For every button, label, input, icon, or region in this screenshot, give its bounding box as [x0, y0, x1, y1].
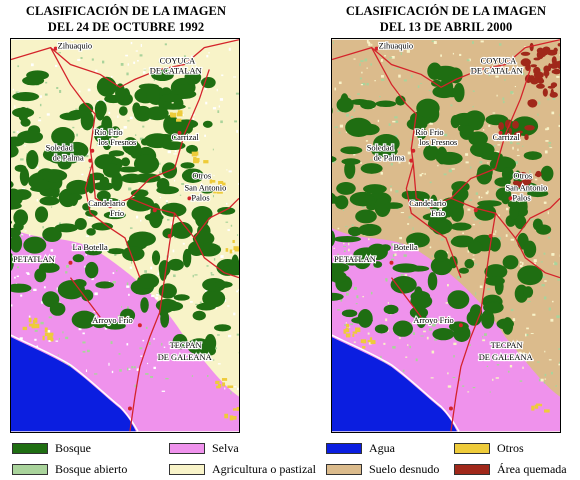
- town-markers: [53, 46, 192, 411]
- land-cover-map-1992: Zihuaquio COYUCA DE CATALAN Río Frio los Fre…: [10, 38, 240, 433]
- town-label-carrizal: Carrizal: [172, 132, 200, 142]
- town-label-coyuca: COYUCA: [481, 56, 517, 66]
- town-label-otros: Otros: [513, 171, 532, 181]
- legend-label-bosque: Bosque: [55, 440, 91, 455]
- town-label-coyuca-2: DE CATALAN: [150, 65, 202, 75]
- town-label-san-antonio: San Antonio: [505, 182, 547, 192]
- map-title-2000-line2: DEL 13 DE ABRIL 2000: [379, 20, 513, 34]
- legend-swatch-suelo-desnudo: [326, 463, 362, 475]
- legend-swatch-bosque: [12, 442, 48, 454]
- town-label-rio-frio: Río Frio: [94, 127, 122, 137]
- town-label-de-palma: de Palma: [53, 153, 84, 163]
- coastline: [11, 334, 139, 432]
- legend-label-bosque-abierto: Bosque abierto: [55, 461, 128, 476]
- town-label-de-galeana: DE GALEANA: [479, 352, 534, 362]
- legend-swatch-bosque-abierto: [12, 463, 48, 475]
- map-title-1992-line2: DEL 24 DE OCTUBRE 1992: [47, 20, 205, 34]
- legend-item-agricultura: Agricultura o pastizal: [169, 462, 316, 476]
- legend-item-selva: Selva: [169, 441, 239, 455]
- land-cover-map-2000: Zihuaquio COYUCA DE CATALAN Río Frio los Fre…: [331, 38, 561, 433]
- town-label-frio: Frío: [110, 208, 124, 218]
- legend-item-suelo-desnudo: Suelo desnudo: [326, 462, 439, 476]
- legend-swatch-selva: [169, 442, 205, 454]
- town-label-soledad: Soledad: [367, 143, 395, 153]
- legend-item-otros: Otros: [454, 441, 524, 455]
- legend-swatch-area-quemada: [454, 463, 490, 475]
- coastline: [332, 334, 460, 432]
- town-label-palos: Palos: [512, 192, 530, 202]
- town-label-zihuaquio: Zihuaquio: [58, 41, 93, 51]
- town-label-la-botella: Botella: [393, 242, 418, 252]
- legend-swatch-otros: [454, 442, 490, 454]
- town-label-arroyo-frio: Arroyo Frío: [92, 315, 132, 325]
- town-markers: [374, 46, 513, 411]
- town-label-san-antonio: San Antonio: [184, 182, 226, 192]
- town-label-los-fresnos: los Fresnos: [419, 137, 457, 147]
- town-label-la-botella: La Botella: [72, 242, 108, 252]
- town-label-los-fresnos: los Fresnos: [98, 137, 136, 147]
- town-label-tecpan: TECPAN: [170, 340, 202, 350]
- legend-label-suelo-desnudo: Suelo desnudo: [369, 461, 440, 476]
- legend-swatch-agua: [326, 442, 362, 454]
- legend-label-otros: Otros: [497, 440, 524, 455]
- legend-item-area-quemada: Área quemada: [454, 462, 567, 476]
- legend-label-agricultura: Agricultura o pastizal: [212, 461, 316, 476]
- town-label-candelario: Candelario: [409, 198, 446, 208]
- town-label-coyuca: COYUCA: [160, 56, 196, 66]
- ocean: [11, 337, 136, 432]
- legend-item-bosque-abierto: Bosque abierto: [12, 462, 127, 476]
- map-title-1992-line1: CLASIFICACIÓN DE LA IMAGEN: [25, 4, 227, 18]
- bosque-cover: [332, 62, 554, 342]
- legend-item-agua: Agua: [326, 441, 395, 455]
- town-label-palos: Palos: [191, 192, 209, 202]
- town-label-arroyo-frio: Arroyo Frío: [413, 315, 453, 325]
- town-label-petatlan: PETATLAN: [334, 254, 376, 264]
- legend-item-bosque: Bosque: [12, 441, 91, 455]
- ocean: [332, 337, 457, 432]
- legend-label-agua: Agua: [369, 440, 395, 455]
- otros-patches: [343, 323, 550, 413]
- area-quemada: [498, 42, 560, 191]
- legend-label-selva: Selva: [212, 440, 239, 455]
- map-title-2000: CLASIFICACIÓN DE LA IMAGEN DEL 13 DE ABR…: [326, 3, 566, 35]
- town-label-zihuaquio: Zihuaquio: [379, 41, 414, 51]
- otros-patches: [22, 110, 239, 421]
- town-label-carrizal: Carrizal: [493, 132, 521, 142]
- map-title-2000-line1: CLASIFICACIÓN DE LA IMAGEN: [345, 4, 547, 18]
- town-label-soledad: Soledad: [46, 143, 74, 153]
- town-label-frio: Frío: [431, 208, 445, 218]
- town-label-petatlan: PETATLAN: [13, 254, 55, 264]
- town-label-otros: Otros: [192, 171, 211, 181]
- map-title-1992: CLASIFICACIÓN DE LA IMAGEN DEL 24 DE OCT…: [6, 3, 246, 35]
- town-label-de-galeana: DE GALEANA: [158, 352, 213, 362]
- legend-label-area-quemada: Área quemada: [497, 461, 567, 476]
- legend-swatch-agricultura: [169, 463, 205, 475]
- town-label-coyuca-2: DE CATALAN: [471, 65, 523, 75]
- town-label-de-palma: de Palma: [374, 153, 405, 163]
- town-label-tecpan: TECPAN: [491, 340, 523, 350]
- town-label-candelario: Candelario: [88, 198, 125, 208]
- town-label-rio-frio: Río Frio: [415, 127, 443, 137]
